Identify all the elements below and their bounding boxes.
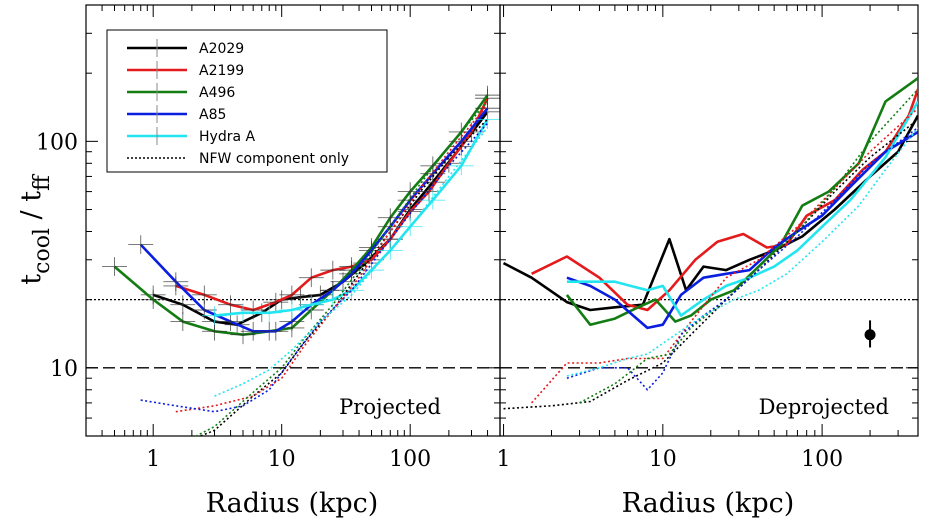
projected-series-a85-errorbar	[448, 131, 474, 151]
projected-series-a85-errorbar	[218, 312, 244, 331]
projected-series-a85-errorbar	[128, 235, 154, 254]
deprojected-series-a496-nfw	[579, 88, 918, 404]
deprojected-series-a85-nfw	[566, 126, 918, 391]
projected-series-a496-errorbar	[202, 321, 227, 341]
deprojected-data-area	[500, 77, 918, 410]
deprojected-x-tick-label: 1	[497, 447, 511, 472]
y-tick-label: 100	[36, 130, 78, 155]
legend-label-a496: A496	[199, 85, 235, 101]
deprojected-series-a2029-nfw	[503, 118, 918, 410]
deprojected-series-hydra-a	[566, 100, 918, 317]
projected-panel: 1 10 100 10 100	[36, 4, 501, 472]
projected-series-a2199-errorbar	[218, 295, 244, 315]
deprojected-frame	[499, 4, 919, 437]
legend-label-a85: A85	[199, 107, 226, 123]
projected-series-a496	[113, 94, 489, 337]
projected-series-hydra-a-errorbar	[256, 303, 282, 323]
deprojected-series-hydra-a-nfw	[566, 127, 918, 377]
typical-error-point	[864, 329, 876, 341]
projected-series-a2199-errorbar	[240, 300, 266, 320]
deprojected-panel-label: Deprojected	[759, 395, 889, 419]
projected-series-hydra-a-errorbar	[230, 303, 256, 323]
deprojected-series-a496	[565, 77, 918, 327]
legend-label-a2029: A2029	[199, 41, 244, 57]
projected-x-tick-label: 10	[268, 447, 296, 472]
deprojected-x-tick-label: 100	[801, 447, 843, 472]
y-axis-title: tcool / tff	[16, 174, 55, 285]
projected-series-a496-errorbar	[140, 290, 166, 310]
legend: A2029 A2199 A496 A85 Hydra A NFW component on…	[106, 29, 388, 173]
projected-x-tick-label: 1	[146, 447, 160, 472]
legend-label-hydra-a: Hydra A	[199, 129, 255, 145]
legend-label-nfw-component-only: NFW component only	[199, 151, 349, 167]
projected-series-a2029-errorbar	[170, 295, 196, 315]
deprojected-x-tick-label: 10	[649, 447, 677, 472]
projected-series-hydra-a-errorbar	[298, 295, 324, 315]
projected-series-a85-errorbar	[191, 300, 217, 320]
projected-series-a2199-errorbar	[298, 268, 324, 288]
projected-series-a85-errorbar	[263, 321, 289, 341]
projected-series-hydra-a-errorbar	[202, 306, 227, 326]
projected-series-a2199-errorbar	[263, 292, 289, 312]
projected-data-area	[86, 85, 500, 436]
projected-series-a496-nfw	[194, 100, 489, 436]
projected-series-a85-errorbar	[397, 190, 423, 210]
y-tick-label: 10	[50, 357, 78, 382]
deprojected-series-a2199	[531, 88, 918, 312]
deprojected-panel: 1 10 100	[497, 4, 919, 472]
deprojected-series-a85	[566, 130, 918, 330]
legend-label-a2199: A2199	[199, 63, 244, 79]
projected-series-hydra-a-errorbar	[279, 300, 305, 320]
projected-series-hydra-a-errorbar	[420, 190, 446, 210]
projected-series-a496-errorbar	[230, 325, 256, 345]
projected-series-hydra-a-nfw	[214, 127, 489, 397]
projected-x-tick-label: 100	[389, 447, 431, 472]
projected-series-a85-errorbar	[240, 321, 266, 341]
projected-series-hydra-a-errorbar	[448, 156, 474, 176]
projected-series-a496-errorbar	[102, 257, 127, 276]
projected-x-axis-title: Radius (kpc)	[206, 488, 379, 519]
deprojected-series-a2199-nfw	[531, 107, 918, 404]
projected-series-a85-errorbar	[163, 272, 189, 292]
projected-series-a85-nfw	[140, 122, 489, 413]
legend-box	[106, 29, 388, 173]
projected-series-hydra-a-errorbar	[475, 110, 500, 129]
projected-panel-label: Projected	[339, 395, 441, 419]
projected-series-a2029-nfw	[198, 118, 489, 436]
deprojected-x-axis-title: Radius (kpc)	[622, 488, 795, 519]
deprojected-series-a2029	[502, 114, 918, 312]
projected-series-a496-errorbar	[170, 312, 196, 331]
